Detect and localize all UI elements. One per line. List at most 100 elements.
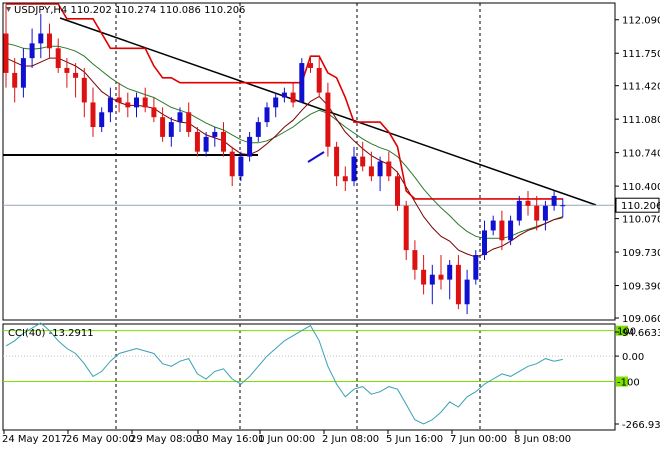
candle-bull[interactable] [20, 58, 26, 88]
indicator-axis-label: -266.9327 [622, 420, 660, 431]
candle-bear[interactable] [438, 274, 444, 280]
time-axis-label: 8 Jun 08:00 [514, 434, 571, 445]
time-axis-label: 29 May 08:00 [130, 434, 199, 445]
candle-bear[interactable] [73, 72, 79, 78]
candle-bear[interactable] [534, 205, 540, 221]
candle-bull[interactable] [177, 112, 183, 123]
candle-bear[interactable] [421, 269, 427, 285]
candle-bear[interactable] [221, 131, 226, 152]
price-axis-label: 112.090 [622, 16, 660, 27]
candle-bull[interactable] [168, 122, 174, 137]
candle-bear[interactable] [194, 131, 200, 152]
candle-bull[interactable] [447, 264, 453, 280]
candle-bear[interactable] [342, 176, 348, 182]
candle-bear[interactable] [47, 33, 52, 49]
candle-bear[interactable] [3, 33, 9, 73]
candle-bull[interactable] [264, 107, 270, 123]
candle-bull[interactable] [29, 43, 35, 59]
symbol-collapse-icon[interactable] [6, 7, 11, 12]
cci-level-marker [616, 376, 628, 387]
price-axis-label: 109.730 [622, 248, 660, 259]
candle-bull[interactable] [377, 161, 383, 177]
candle-bull[interactable] [255, 122, 261, 137]
candle-bear[interactable] [12, 72, 18, 88]
time-axis-label: 30 May 16:00 [196, 434, 265, 445]
price-axis-label: 111.420 [622, 82, 660, 93]
candle-bull[interactable] [516, 200, 522, 221]
candle-bear[interactable] [142, 97, 148, 108]
indicator-frame [2, 323, 616, 431]
cci-level-label: -100 [617, 378, 640, 389]
price-axis-label: 110.400 [622, 182, 660, 193]
slow-moving-average-line [5, 42, 563, 239]
candle-bear[interactable] [186, 112, 192, 132]
candle-bear[interactable] [455, 264, 461, 305]
candle-bull[interactable] [299, 63, 305, 103]
drawn-segment[interactable] [307, 151, 325, 163]
candle-bull[interactable] [560, 205, 566, 207]
candle-bull[interactable] [203, 136, 209, 152]
candle-bull[interactable] [464, 279, 470, 305]
candle-bear[interactable] [116, 97, 122, 103]
time-axis-label: 2 Jun 08:00 [322, 434, 379, 445]
indicator-title: CCI(40) -13.2911 [8, 328, 94, 339]
time-axis-label: 24 May 2017 [2, 434, 67, 445]
time-axis-label: 26 May 00:00 [66, 434, 135, 445]
current-price-label: 110.206 [621, 201, 660, 212]
candle-bear[interactable] [403, 205, 409, 251]
candle-bear[interactable] [386, 161, 392, 177]
price-axis-label: 109.060 [622, 314, 660, 325]
candle-bear[interactable] [55, 48, 61, 68]
symbol-header: USDJPY,H4 110.202 110.274 110.086 110.20… [14, 5, 245, 16]
candle-bear[interactable] [395, 176, 400, 206]
indicator-axis-label: 94.6633 [622, 328, 660, 339]
candle-bear[interactable] [325, 92, 331, 147]
candle-bear[interactable] [125, 102, 131, 108]
candle-bull[interactable] [38, 33, 44, 44]
candle-bull[interactable] [473, 255, 479, 280]
candle-bear[interactable] [229, 151, 235, 177]
time-axis-label: 1 Jun 00:00 [258, 434, 315, 445]
current-price-label-box [615, 197, 660, 213]
cci-line [5, 322, 563, 425]
candle-bull[interactable] [212, 131, 218, 137]
candle-bull[interactable] [508, 220, 514, 241]
candle-bull[interactable] [281, 92, 287, 98]
candle-bear[interactable] [151, 107, 157, 118]
indicator-axis-label: 0.00 [622, 352, 644, 363]
candle-bear[interactable] [64, 67, 70, 73]
candle-bull[interactable] [429, 274, 435, 285]
candle-bear[interactable] [412, 250, 418, 270]
candle-bear[interactable] [499, 220, 505, 241]
candle-bull[interactable] [490, 220, 496, 231]
price-axis-label: 111.080 [622, 115, 660, 126]
candle-bull[interactable] [99, 112, 105, 128]
price-axis-label: 109.390 [622, 282, 660, 293]
candle-bear[interactable] [290, 92, 296, 103]
time-axis-label: 5 Jun 16:00 [386, 434, 443, 445]
candle-bear[interactable] [316, 67, 322, 93]
candle-bull[interactable] [134, 97, 139, 108]
candle-bear[interactable] [368, 166, 374, 177]
candle-bull[interactable] [273, 97, 279, 108]
cci-level-label: 100 [617, 327, 636, 338]
price-axis-label: 110.740 [622, 149, 660, 160]
candle-bear[interactable] [81, 77, 87, 103]
candle-bear[interactable] [360, 156, 366, 167]
time-axis-label: 7 Jun 00:00 [450, 434, 507, 445]
candle-bull[interactable] [551, 195, 557, 206]
candle-bear[interactable] [308, 63, 313, 68]
candle-bull[interactable] [351, 156, 357, 182]
candle-bull[interactable] [542, 205, 548, 221]
candle-bear[interactable] [160, 117, 166, 137]
candle-bull[interactable] [238, 156, 244, 177]
candle-bear[interactable] [525, 200, 531, 206]
candle-bull[interactable] [107, 97, 113, 113]
candle-bear[interactable] [334, 146, 340, 177]
candle-bull[interactable] [247, 136, 253, 157]
candle-bull[interactable] [482, 230, 487, 256]
candle-bear[interactable] [90, 102, 96, 128]
price-axis-label: 110.070 [622, 215, 660, 226]
